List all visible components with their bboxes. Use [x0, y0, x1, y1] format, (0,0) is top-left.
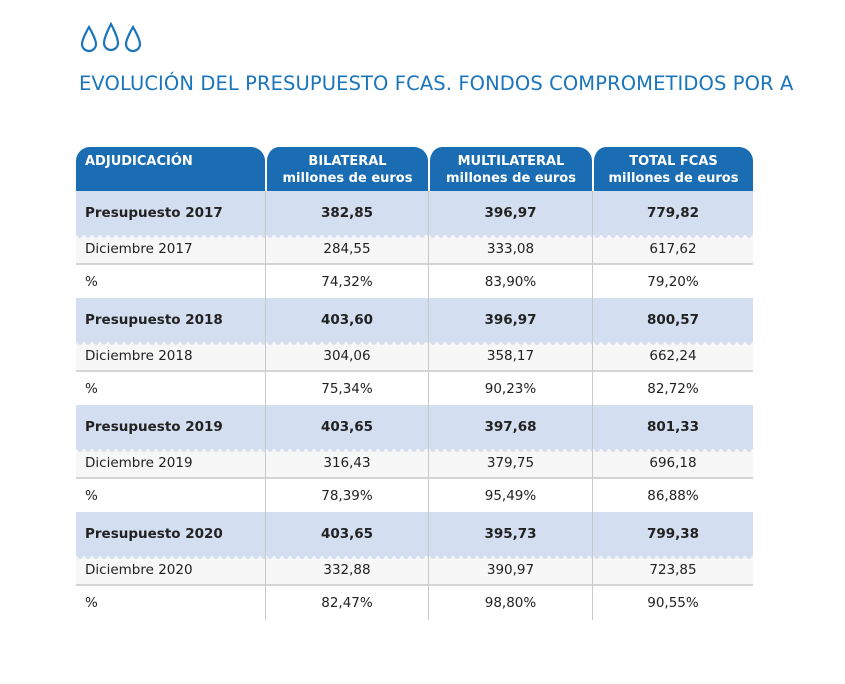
table-cell: 90,23%: [428, 372, 592, 405]
percent-row: % 78,39% 95,49% 86,88%: [76, 479, 753, 512]
row-label: %: [76, 372, 265, 405]
budget-table: ADJUDICACIÓN BILATERAL millones de euros …: [76, 147, 753, 620]
table-cell: 75,34%: [265, 372, 428, 405]
drop-icon: [124, 25, 142, 53]
table-cell: 390,97: [428, 556, 592, 586]
table-cell: 403,65: [265, 512, 428, 556]
table-cell: 95,49%: [428, 479, 592, 512]
column-header-label: MULTILATERAL: [457, 154, 565, 169]
budget-row: Presupuesto 2019 403,65 397,68 801,33: [76, 405, 753, 449]
table-cell: 79,20%: [592, 265, 753, 298]
row-label: Diciembre 2018: [76, 342, 265, 372]
table-cell: 396,97: [428, 298, 592, 342]
table-cell: 801,33: [592, 405, 753, 449]
table-cell: 382,85: [265, 191, 428, 235]
budget-row: Presupuesto 2017 382,85 396,97 779,82: [76, 191, 753, 235]
table-header-row: ADJUDICACIÓN BILATERAL millones de euros …: [76, 147, 753, 191]
percent-row: % 75,34% 90,23% 82,72%: [76, 372, 753, 405]
drop-icon: [80, 25, 98, 53]
row-label: Presupuesto 2018: [76, 298, 265, 342]
row-label: Diciembre 2020: [76, 556, 265, 586]
drop-icon: [102, 22, 120, 52]
column-header-multilateral: MULTILATERAL millones de euros: [428, 147, 592, 191]
column-header-label: TOTAL FCAS: [629, 154, 718, 169]
row-label: %: [76, 586, 265, 620]
percent-row: % 74,32% 83,90% 79,20%: [76, 265, 753, 298]
table-cell: 78,39%: [265, 479, 428, 512]
row-label: Diciembre 2017: [76, 235, 265, 265]
table-cell: 332,88: [265, 556, 428, 586]
budget-row: Presupuesto 2018 403,60 396,97 800,57: [76, 298, 753, 342]
december-row: Diciembre 2019 316,43 379,75 696,18: [76, 449, 753, 479]
table-cell: 304,06: [265, 342, 428, 372]
column-header-label: ADJUDICACIÓN: [85, 154, 193, 169]
table-cell: 333,08: [428, 235, 592, 265]
column-header-total: TOTAL FCAS millones de euros: [592, 147, 753, 191]
table-cell: 397,68: [428, 405, 592, 449]
row-label: Presupuesto 2019: [76, 405, 265, 449]
row-label: Presupuesto 2017: [76, 191, 265, 235]
december-row: Diciembre 2018 304,06 358,17 662,24: [76, 342, 753, 372]
table-cell: 379,75: [428, 449, 592, 479]
table-cell: 403,60: [265, 298, 428, 342]
table-cell: 799,38: [592, 512, 753, 556]
column-header-unit: millones de euros: [608, 171, 739, 186]
column-header-bilateral: BILATERAL millones de euros: [265, 147, 428, 191]
table-cell: 98,80%: [428, 586, 592, 620]
december-row: Diciembre 2017 284,55 333,08 617,62: [76, 235, 753, 265]
row-label: Presupuesto 2020: [76, 512, 265, 556]
column-header-label: BILATERAL: [308, 154, 387, 169]
column-header-adjudicacion: ADJUDICACIÓN: [76, 147, 265, 191]
table-cell: 696,18: [592, 449, 753, 479]
table-cell: 316,43: [265, 449, 428, 479]
table-cell: 800,57: [592, 298, 753, 342]
table-cell: 779,82: [592, 191, 753, 235]
table-cell: 82,47%: [265, 586, 428, 620]
table-cell: 617,62: [592, 235, 753, 265]
table-cell: 90,55%: [592, 586, 753, 620]
table-cell: 723,85: [592, 556, 753, 586]
table-cell: 403,65: [265, 405, 428, 449]
percent-row: % 82,47% 98,80% 90,55%: [76, 586, 753, 620]
table-cell: 74,32%: [265, 265, 428, 298]
column-header-unit: millones de euros: [446, 171, 576, 186]
page-title: EVOLUCIÓN DEL PRESUPUESTO FCAS. FONDOS C…: [79, 72, 794, 95]
table-cell: 82,72%: [592, 372, 753, 405]
table-cell: 358,17: [428, 342, 592, 372]
row-label: Diciembre 2019: [76, 449, 265, 479]
table-cell: 396,97: [428, 191, 592, 235]
table-cell: 284,55: [265, 235, 428, 265]
budget-row: Presupuesto 2020 403,65 395,73 799,38: [76, 512, 753, 556]
row-label: %: [76, 265, 265, 298]
table-cell: 83,90%: [428, 265, 592, 298]
table-cell: 86,88%: [592, 479, 753, 512]
row-label: %: [76, 479, 265, 512]
december-row: Diciembre 2020 332,88 390,97 723,85: [76, 556, 753, 586]
water-drops-icon: [80, 22, 142, 53]
table-cell: 395,73: [428, 512, 592, 556]
table-cell: 662,24: [592, 342, 753, 372]
column-header-unit: millones de euros: [282, 171, 413, 186]
